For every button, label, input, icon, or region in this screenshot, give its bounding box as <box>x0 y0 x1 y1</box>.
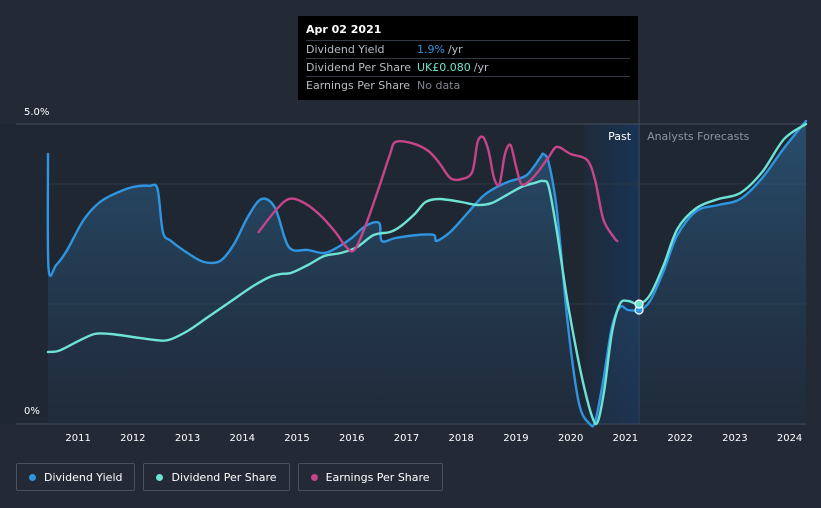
y-tick-label-max: 5.0% <box>24 107 50 118</box>
x-tick-label: 2015 <box>284 433 309 444</box>
legend-label: Dividend Per Share <box>171 470 277 484</box>
x-tick-label: 2012 <box>120 433 145 444</box>
past-label: Past <box>608 130 632 143</box>
tooltip-row-earnings-per-share: Earnings Per Share No data <box>306 76 630 94</box>
x-tick-label: 2011 <box>65 433 90 444</box>
earnings-per-share-dot-icon <box>310 473 318 481</box>
dividend-yield-line <box>46 119 808 428</box>
tooltip-row-dividend-per-share: Dividend Per Share UK£0.080 /yr <box>306 58 630 76</box>
tooltip-label: Dividend Per Share <box>306 61 412 74</box>
legend-item-dividend-per-share[interactable]: Dividend Per Share <box>143 463 290 491</box>
y-tick-label-zero: 0% <box>24 406 40 417</box>
tooltip-unit: /yr <box>447 43 463 56</box>
x-tick-label: 2024 <box>777 433 802 444</box>
x-tick-label: 2019 <box>503 433 528 444</box>
tooltip-date: Apr 02 2021 <box>306 23 382 36</box>
dividend-per-share-dot-icon <box>156 473 164 481</box>
dividend-per-share-line <box>46 122 808 426</box>
legend-item-earnings-per-share[interactable]: Earnings Per Share <box>297 463 443 491</box>
earnings-per-share-line <box>257 135 619 253</box>
tooltip-row-dividend-yield: Dividend Yield 1.9% /yr <box>306 40 630 58</box>
tooltip-value: UK£0.080 <box>417 61 471 74</box>
x-tick-label: 2022 <box>667 433 692 444</box>
tooltip-label: Dividend Yield <box>306 43 385 56</box>
tooltip-value: No data <box>417 79 461 92</box>
tooltip-value: 1.9% <box>417 43 445 56</box>
tooltip-unit: /yr <box>473 61 489 74</box>
x-tick-label: 2013 <box>175 433 200 444</box>
dividend-per-share-marker <box>634 299 644 309</box>
x-tick-label: 2021 <box>613 433 638 444</box>
legend: Dividend Yield Dividend Per Share Earnin… <box>16 463 443 491</box>
legend-item-dividend-yield[interactable]: Dividend Yield <box>16 463 136 491</box>
dividend-yield-dot-icon <box>29 473 36 481</box>
x-tick-label: 2018 <box>448 433 473 444</box>
legend-label: Earnings Per Share <box>325 470 430 484</box>
x-tick-label: 2017 <box>394 433 419 444</box>
tooltip: Apr 02 2021 Dividend Yield 1.9% /yr Divi… <box>298 16 638 100</box>
dividend-yield-area <box>47 121 806 427</box>
forecast-label: Analysts Forecasts <box>647 130 750 143</box>
legend-label: Dividend Yield <box>44 470 123 484</box>
x-tick-label: 2023 <box>722 433 747 444</box>
x-tick-label: 2014 <box>230 433 255 444</box>
tooltip-label: Earnings Per Share <box>306 79 411 92</box>
x-tick-label: 2020 <box>558 433 583 444</box>
x-tick-label: 2016 <box>339 433 364 444</box>
